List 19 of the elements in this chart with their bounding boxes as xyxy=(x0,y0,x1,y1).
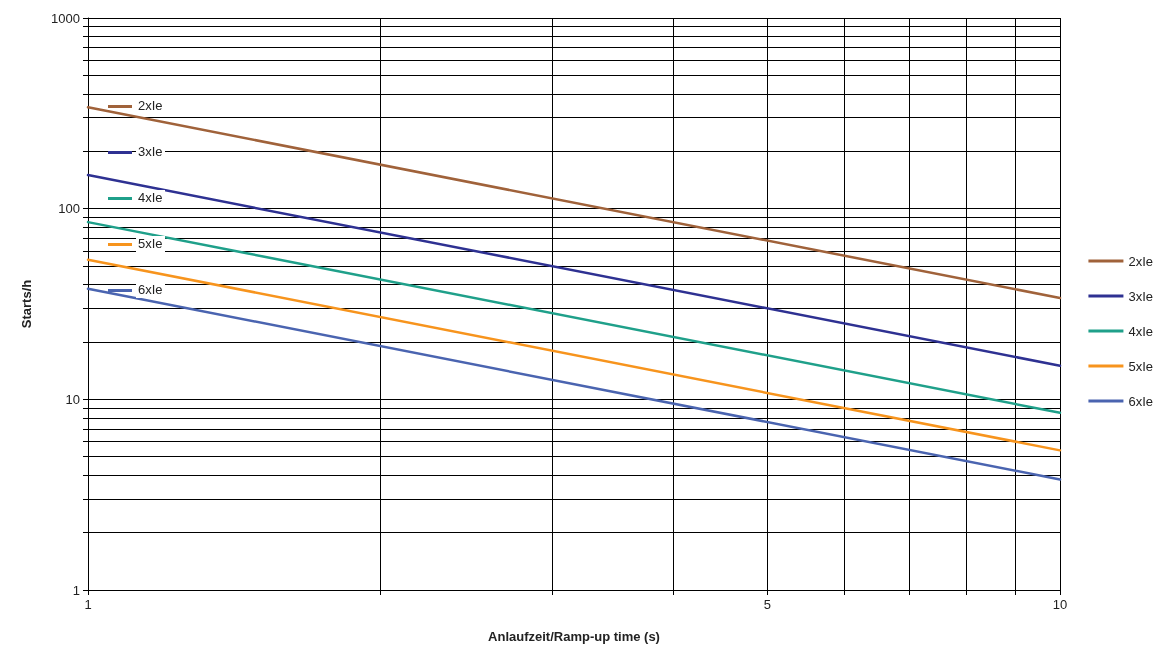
legend-label: 3xIe xyxy=(1128,288,1154,304)
x-axis-title: Anlaufzeit/Ramp-up time (s) xyxy=(488,629,660,644)
annotation: 6xIe xyxy=(136,282,165,298)
annotation: 4xIe xyxy=(136,190,165,206)
x-tick-label: 1 xyxy=(84,597,92,612)
legend-label: 5xIe xyxy=(1128,358,1154,374)
x-tick-label: 10 xyxy=(1052,597,1068,612)
y-tick-label: 10 xyxy=(65,391,80,407)
legend-label: 2xIe xyxy=(1128,253,1154,269)
annotation: 5xIe xyxy=(136,236,165,252)
y-tick-label: 100 xyxy=(58,201,80,217)
legend-label: 4xIe xyxy=(1128,323,1154,339)
annotation: 2xIe xyxy=(136,98,165,114)
y-tick-label: 1000 xyxy=(51,10,80,26)
legend-label: 6xIe xyxy=(1128,393,1154,409)
y-axis-title: Starts/h xyxy=(19,279,34,329)
annotation: 3xIe xyxy=(136,144,165,160)
y-tick-label: 1 xyxy=(72,582,80,598)
x-tick-label: 5 xyxy=(763,597,772,612)
